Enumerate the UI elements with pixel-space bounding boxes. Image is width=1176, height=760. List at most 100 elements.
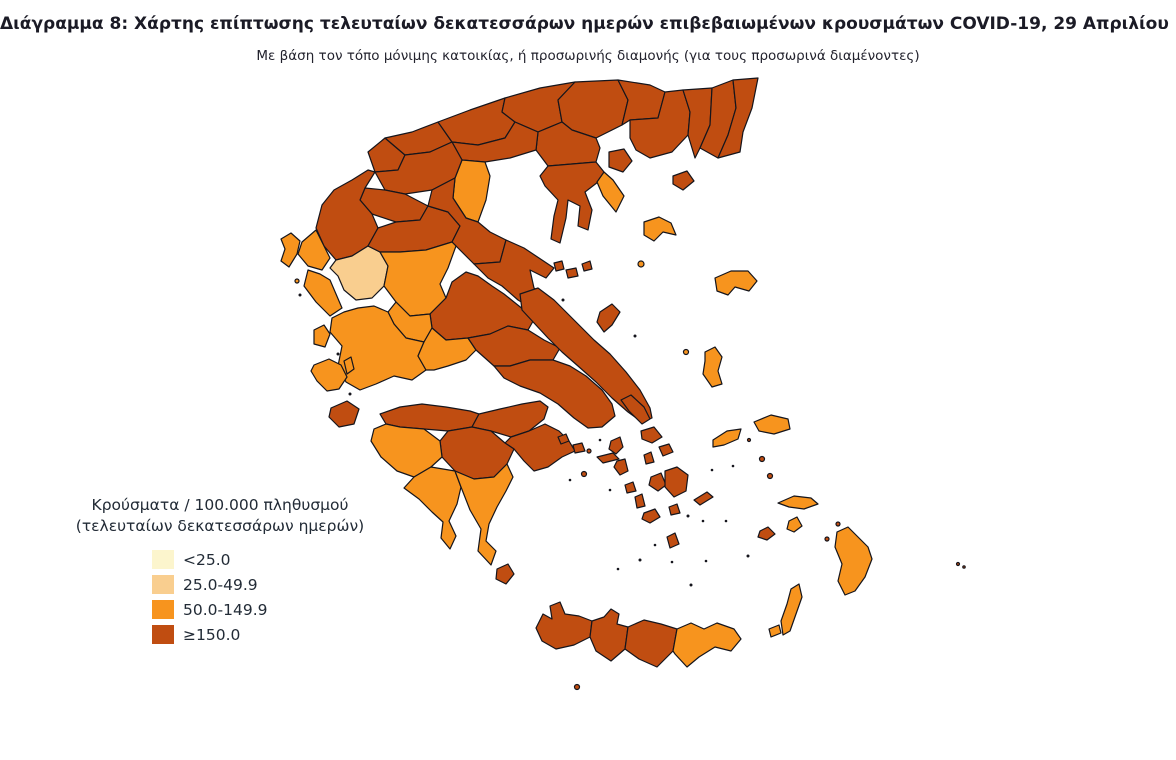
region-hydra bbox=[596, 452, 620, 464]
islet bbox=[598, 438, 602, 442]
region-amorgos bbox=[693, 491, 714, 506]
islet bbox=[701, 519, 705, 523]
region-serifos bbox=[624, 481, 637, 494]
region-samothraki bbox=[672, 170, 695, 191]
region-santorini bbox=[666, 532, 680, 549]
legend-title: Κρούσματα / 100.000 πληθυσμού (τελευταίω… bbox=[40, 495, 400, 537]
region-kythira bbox=[495, 563, 515, 585]
region-evros bbox=[717, 77, 759, 159]
legend-swatch-lt25 bbox=[152, 550, 174, 569]
chart-title: Διάγραμμα 8: Χάρτης επίπτωσης τελευταίων… bbox=[0, 14, 1176, 34]
region-karpathos bbox=[780, 583, 803, 636]
region-chania bbox=[535, 601, 593, 650]
region-naxos bbox=[664, 466, 689, 498]
region-ikaria bbox=[712, 428, 742, 448]
region-lasithi bbox=[672, 622, 742, 668]
region-thasos bbox=[608, 148, 633, 173]
region-chalkidiki bbox=[539, 161, 605, 244]
region-rhodes bbox=[834, 526, 873, 596]
map-legend: Κρούσματα / 100.000 πληθυσμού (τελευταίω… bbox=[40, 495, 400, 647]
region-lefkada bbox=[313, 324, 331, 348]
legend-row-50to149: 50.0-149.9 bbox=[152, 597, 400, 622]
islet bbox=[336, 352, 340, 356]
region-paros bbox=[648, 472, 667, 492]
islet-dots-group bbox=[298, 293, 750, 587]
legend-swatch-gte150 bbox=[152, 625, 174, 644]
islet bbox=[689, 583, 693, 587]
region-kastellorizo-islet bbox=[962, 565, 966, 569]
islet bbox=[746, 554, 750, 558]
islet bbox=[724, 519, 728, 523]
region-skiathos bbox=[553, 260, 565, 272]
region-thesprotia bbox=[297, 229, 331, 271]
islet bbox=[638, 558, 642, 562]
islet bbox=[731, 464, 735, 468]
region-mykonos bbox=[658, 443, 674, 457]
legend-swatch-50to149 bbox=[152, 600, 174, 619]
region-messinia bbox=[403, 466, 462, 550]
region-alonnisos bbox=[581, 260, 593, 272]
region-fourni bbox=[746, 437, 752, 443]
legend-label-50to149: 50.0-149.9 bbox=[183, 600, 268, 619]
region-astypalaia bbox=[757, 526, 776, 541]
region-mount-athos bbox=[596, 171, 625, 213]
legend-title-line2: (τελευταίων δεκατεσσάρων ημερών) bbox=[75, 517, 365, 535]
region-ios bbox=[668, 503, 681, 516]
legend-row-25to49: 25.0-49.9 bbox=[152, 572, 400, 597]
region-euboea bbox=[519, 287, 653, 423]
region-zakynthos bbox=[328, 400, 360, 428]
region-attica bbox=[493, 359, 616, 429]
region-kasos bbox=[768, 624, 782, 638]
region-milos bbox=[641, 508, 661, 524]
region-paxoi bbox=[294, 278, 300, 284]
islet bbox=[710, 468, 714, 472]
legend-label-25to49: 25.0-49.9 bbox=[183, 575, 258, 594]
islet bbox=[561, 298, 565, 302]
region-kea bbox=[608, 436, 624, 455]
legend-title-line1: Κρούσματα / 100.000 πληθυσμού bbox=[91, 496, 349, 514]
region-skyros bbox=[596, 303, 621, 333]
islet bbox=[670, 560, 674, 564]
legend-row-gte150: ≥150.0 bbox=[152, 622, 400, 647]
region-tinos bbox=[640, 426, 663, 444]
region-tilos bbox=[824, 536, 830, 542]
islet bbox=[348, 392, 352, 396]
region-salamina bbox=[557, 433, 570, 445]
legend-row-lt25: <25.0 bbox=[152, 547, 400, 572]
region-corfu bbox=[280, 232, 301, 268]
region-ioannina bbox=[315, 169, 379, 261]
region-lesvos bbox=[714, 270, 758, 296]
region-psara bbox=[682, 348, 690, 356]
region-thessaloniki bbox=[535, 121, 601, 167]
legend-rows: <25.0 25.0-49.9 50.0-149.9 ≥150.0 bbox=[152, 547, 400, 647]
region-kos bbox=[777, 495, 819, 510]
region-preveza bbox=[303, 269, 343, 317]
islet bbox=[568, 478, 572, 482]
islet bbox=[616, 567, 620, 571]
legend-swatch-25to49 bbox=[152, 575, 174, 594]
region-kastellorizo bbox=[955, 561, 961, 567]
region-sifnos bbox=[634, 493, 646, 509]
islet bbox=[653, 543, 657, 547]
region-poros bbox=[586, 448, 592, 454]
legend-label-lt25: <25.0 bbox=[183, 550, 231, 569]
region-leros bbox=[766, 472, 774, 480]
islet bbox=[298, 293, 302, 297]
chart-subtitle: Με βάση τον τόπο μόνιμης κατοικίας, ή πρ… bbox=[256, 48, 920, 64]
region-kefalonia bbox=[310, 358, 348, 392]
region-spetses bbox=[580, 470, 588, 478]
region-andros bbox=[620, 394, 651, 425]
region-chios bbox=[702, 346, 723, 388]
region-kythnos bbox=[613, 458, 629, 476]
region-skopelos bbox=[565, 267, 579, 279]
region-gavdos bbox=[573, 683, 581, 691]
region-samos bbox=[753, 414, 791, 435]
islet bbox=[608, 488, 612, 492]
map-regions-group bbox=[280, 77, 966, 691]
region-patmos bbox=[758, 455, 766, 463]
region-arta bbox=[329, 245, 389, 301]
islet bbox=[686, 514, 690, 518]
region-phocis bbox=[417, 327, 477, 371]
